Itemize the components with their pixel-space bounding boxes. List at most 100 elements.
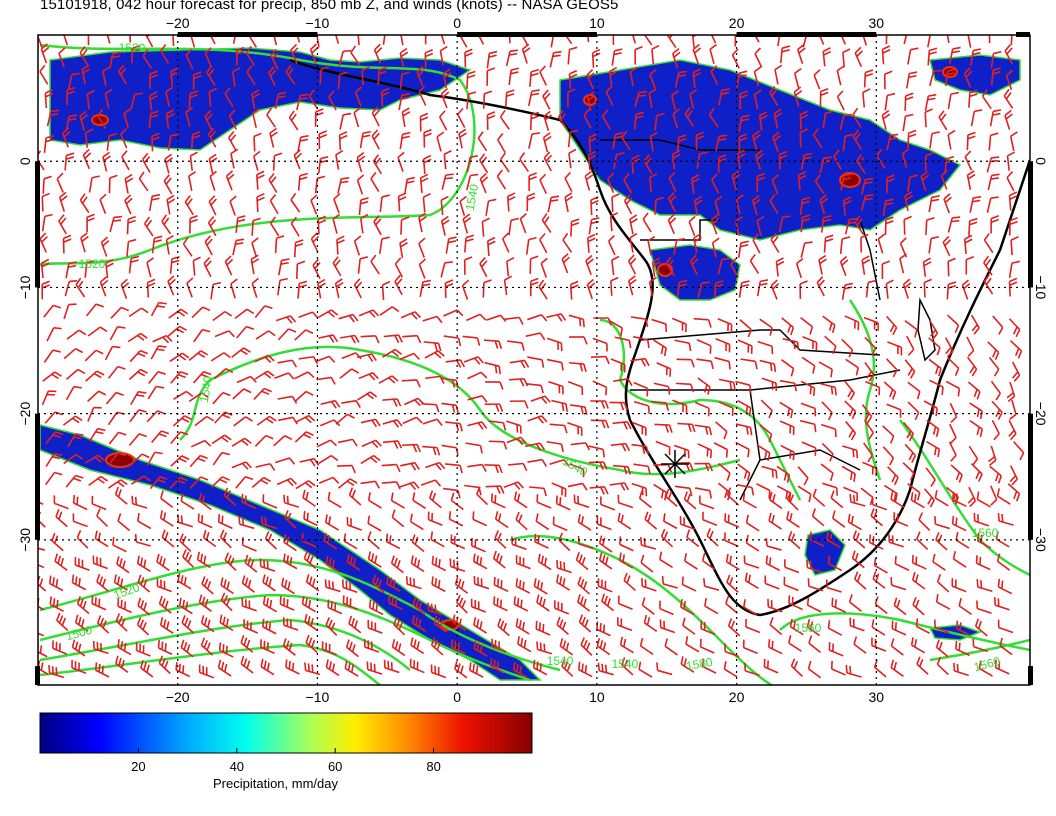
wind-barb-icon [42,371,62,382]
wind-barb-icon [467,421,488,430]
lon-tick-label-top: 10 [589,15,605,31]
wind-barb-icon [305,634,318,654]
wind-barb-icon [736,70,748,88]
wind-barb-icon [148,370,166,385]
wind-barb-icon [469,662,484,678]
wind-barb-icon [745,618,761,634]
wind-barb-icon [799,196,811,215]
wind-barb-icon [296,260,306,279]
wind-barb-icon [871,637,887,652]
wind-barb-icon [767,598,783,613]
wind-barb-icon [38,575,47,592]
wind-barb-icon [188,350,209,362]
wind-barb-icon [441,173,454,190]
wind-barb-icon [61,127,71,148]
wind-barb-icon [399,47,409,68]
wind-barb-icon [1009,465,1019,486]
wind-barb-icon [285,659,300,675]
wind-barb-icon [197,513,213,529]
wind-barb-icon [590,355,610,365]
wind-barb-icon [521,35,529,46]
wind-barb-icon [106,35,111,44]
wind-barb-icon [443,149,452,170]
wind-barb-icon [210,352,231,362]
wind-barb-icon [379,194,390,213]
wind-barb-icon [66,86,75,106]
wind-barb-icon [569,463,585,478]
wind-barb-icon [317,215,327,235]
wind-barb-icon [293,239,304,258]
wind-barb-icon [238,516,255,530]
wind-barb-icon [759,424,773,443]
wind-barb-icon [269,127,278,148]
wind-barb-icon [649,131,658,152]
wind-barb-icon [737,240,749,258]
wind-barb-icon [942,235,951,257]
lat-tick-label-right: 0 [1033,157,1049,165]
wind-barb-icon [459,195,467,216]
wind-barb-icon [894,555,910,571]
wind-barb-icon [404,176,416,195]
wind-barb-icon [400,35,404,46]
wind-barb-icon [756,172,766,192]
wind-barb-icon [283,534,297,552]
precip-core-central [839,172,861,188]
wind-barb-icon [643,154,653,175]
wind-barb-icon [367,620,383,634]
wind-barb-icon [284,510,297,529]
wind-barb-icon [490,493,506,509]
wind-barb-icon [751,195,761,216]
wind-barb-icon [973,512,990,527]
wind-barb-icon [717,462,731,481]
wind-barb-icon [297,280,308,299]
wind-barb-icon [418,85,427,106]
wind-barb-icon [849,617,865,632]
frame-bar-top [177,32,318,37]
wind-barb-icon [1010,236,1019,256]
wind-barb-icon [91,595,107,611]
wind-barb-icon [842,445,859,459]
wind-barb-icon [200,637,214,656]
wind-barb-icon [335,413,355,425]
wind-barb-icon [81,64,91,85]
wind-barb-icon [268,172,278,194]
wind-barb-icon [294,329,314,341]
wind-barb-icon [506,256,515,277]
wind-barb-icon [254,370,275,380]
wind-barb-icon [178,597,193,615]
wind-barb-icon [1005,69,1014,90]
wind-barb-icon [779,379,798,392]
wind-barb-icon [715,134,728,152]
wind-barb-icon [440,35,446,45]
wind-barb-icon [128,433,147,446]
wind-barb-icon [445,359,466,368]
wind-barb-icon [679,599,695,616]
wind-barb-icon [422,154,432,174]
wind-barb-icon [676,134,687,153]
wind-barb-icon [529,255,539,274]
wind-barb-icon [343,533,358,550]
wind-barb-icon [744,572,759,590]
wind-barb-icon [551,482,567,497]
wind-barb-icon [659,600,675,616]
wind-barb-icon [633,335,650,349]
wind-barb-icon [318,334,339,343]
wind-barb-icon [924,93,937,111]
wind-barb-icon [134,533,152,547]
wind-barb-icon [74,614,89,632]
wind-barb-icon [228,109,238,130]
wind-barb-icon [679,516,696,530]
wind-barb-icon [568,361,587,372]
wind-barb-icon [333,193,341,214]
wind-barb-icon [157,639,173,656]
wind-barb-icon [527,415,548,424]
wind-barb-icon [517,636,532,653]
wind-barb-icon [380,87,390,107]
wind-barb-icon [290,216,300,237]
wind-barb-icon [619,636,634,654]
wind-barb-icon [525,332,546,341]
wind-barb-icon [934,516,950,530]
wind-barb-icon [339,112,352,130]
wind-barb-icon [445,236,457,254]
wind-barb-icon [189,151,198,171]
